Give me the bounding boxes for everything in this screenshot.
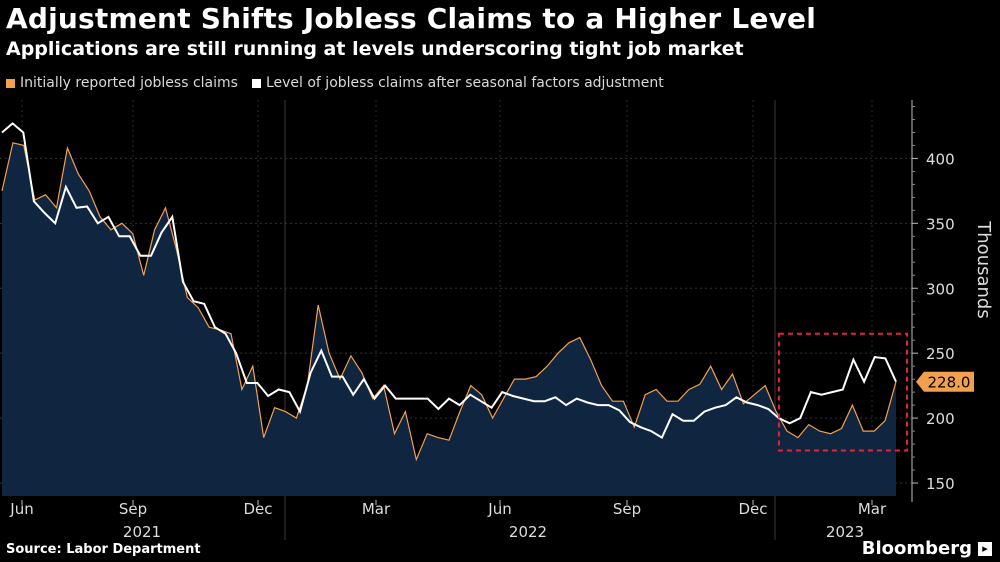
last-value-badge (916, 371, 974, 392)
chart-plot: 150 200 250 300 350 400 Thousands 228.0 Jun Sep De… (0, 100, 994, 540)
legend-label-adjusted: Level of jobless claims after seasonal f… (265, 75, 664, 91)
y-tick-label: 300 (926, 280, 955, 298)
y-tick-label: 250 (926, 345, 955, 363)
y-tick-label: 150 (926, 475, 955, 493)
y-tick-label: 400 (926, 150, 955, 168)
x-month-label: Jun (9, 500, 33, 518)
legend-item-initial: Initially reported jobless claims (6, 75, 238, 91)
chart-title: Adjustment Shifts Jobless Claims to a Hi… (6, 2, 817, 35)
brand-logo: Bloomberg ▸ (862, 538, 992, 559)
y-axis-label: Thousands (973, 220, 994, 318)
x-month-label: Mar (858, 500, 887, 518)
legend-label-initial: Initially reported jobless claims (20, 75, 238, 91)
y-tick-label: 200 (926, 410, 955, 428)
y-tick-label: 350 (926, 215, 955, 233)
line-adjusted-claims (1, 122, 897, 440)
line-initial-claims (1, 142, 897, 462)
x-month-label: Jun (487, 500, 511, 518)
area-initial-claims (2, 142, 896, 497)
legend: Initially reported jobless claims Level … (6, 75, 664, 91)
x-month-label: Sep (119, 500, 147, 518)
x-year-label: 2021 (123, 523, 161, 540)
x-year-label: 2023 (826, 523, 864, 540)
chart-subtitle: Applications are still running at levels… (6, 38, 744, 60)
bloomberg-icon: ▸ (978, 541, 992, 556)
x-month-label: Dec (738, 500, 767, 518)
x-month-label: Sep (613, 500, 641, 518)
source-note: Source: Labor Department (6, 542, 201, 557)
brand-name: Bloomberg (861, 538, 972, 559)
legend-swatch-initial (6, 78, 15, 88)
legend-swatch-adjusted (251, 78, 261, 88)
legend-item-adjusted: Level of jobless claims after seasonal f… (251, 75, 664, 91)
highlight-box (777, 332, 909, 452)
last-value-label: 228.0 (928, 374, 971, 392)
x-year-label: 2022 (509, 523, 547, 540)
x-month-label: Mar (362, 500, 391, 518)
x-month-label: Dec (243, 500, 272, 518)
